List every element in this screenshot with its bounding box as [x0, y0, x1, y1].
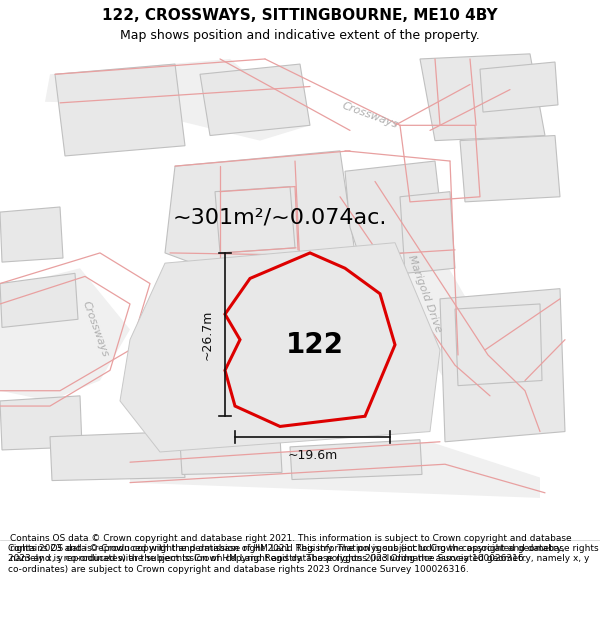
Text: Contains OS data © Crown copyright and database right 2021. This information is : Contains OS data © Crown copyright and d…: [8, 544, 599, 574]
Polygon shape: [120, 242, 440, 452]
Polygon shape: [45, 59, 310, 141]
Polygon shape: [55, 64, 185, 156]
Text: ~19.6m: ~19.6m: [287, 449, 338, 461]
Text: 122, CROSSWAYS, SITTINGBOURNE, ME10 4BY: 122, CROSSWAYS, SITTINGBOURNE, ME10 4BY: [102, 8, 498, 23]
Polygon shape: [200, 64, 310, 136]
Text: ~26.7m: ~26.7m: [200, 309, 214, 360]
Polygon shape: [215, 186, 295, 253]
Polygon shape: [440, 289, 565, 442]
Polygon shape: [455, 304, 542, 386]
Text: Contains OS data © Crown copyright and database right 2021. This information is : Contains OS data © Crown copyright and d…: [10, 534, 572, 564]
Polygon shape: [345, 161, 445, 258]
Polygon shape: [0, 268, 130, 401]
Text: Crossways: Crossways: [80, 300, 110, 359]
Polygon shape: [130, 442, 540, 498]
Polygon shape: [225, 253, 395, 426]
Polygon shape: [330, 166, 520, 411]
Polygon shape: [420, 54, 545, 141]
Text: 122: 122: [286, 331, 344, 359]
Polygon shape: [400, 192, 455, 273]
Text: ~301m²/~0.074ac.: ~301m²/~0.074ac.: [173, 208, 387, 227]
Polygon shape: [290, 440, 422, 479]
Polygon shape: [50, 431, 185, 481]
Polygon shape: [480, 62, 558, 112]
Polygon shape: [165, 151, 355, 273]
Text: Map shows position and indicative extent of the property.: Map shows position and indicative extent…: [120, 29, 480, 42]
Polygon shape: [460, 136, 560, 202]
Polygon shape: [180, 437, 282, 474]
Polygon shape: [0, 396, 82, 450]
Text: Crossways: Crossways: [341, 101, 400, 130]
Text: Marigold Drive: Marigold Drive: [406, 254, 443, 334]
Polygon shape: [0, 273, 78, 328]
Polygon shape: [0, 207, 63, 262]
